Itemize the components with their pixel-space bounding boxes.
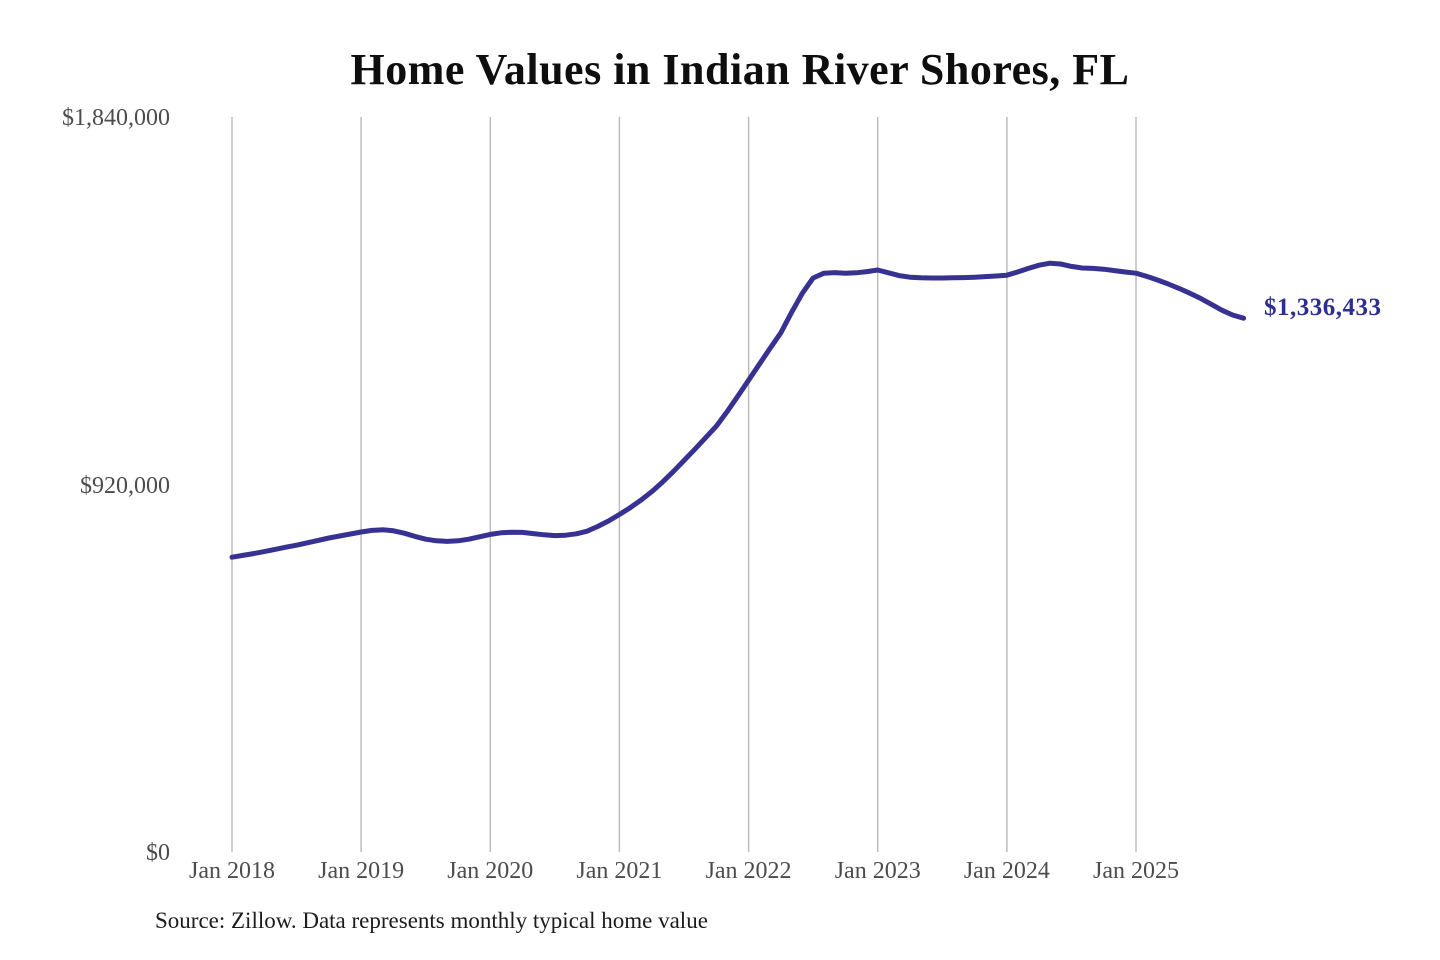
x-axis-tick-label: Jan 2024 xyxy=(963,858,1050,884)
x-axis-tick-label: Jan 2020 xyxy=(447,858,534,884)
chart-title: Home Values in Indian River Shores, FL xyxy=(350,45,1130,94)
home-value-line xyxy=(229,260,1247,560)
x-axis-tick-label: Jan 2019 xyxy=(318,858,405,884)
y-axis-tick-label: $0 xyxy=(146,840,170,866)
x-axis-tick-label: Jan 2018 xyxy=(189,858,275,884)
y-axis-tick-label: $1,840,000 xyxy=(62,105,170,131)
x-axis-tick-label: Jan 2023 xyxy=(834,858,921,884)
x-axis-tick-label: Jan 2021 xyxy=(576,858,663,884)
x-axis-tick-label: Jan 2025 xyxy=(1093,858,1179,884)
x-axis-tick-label: Jan 2022 xyxy=(705,858,792,884)
y-axis-tick-label: $920,000 xyxy=(80,472,170,499)
latest-value-label: $1,336,433 xyxy=(1264,294,1382,321)
source-note: Source: Zillow. Data represents monthly … xyxy=(155,908,708,933)
